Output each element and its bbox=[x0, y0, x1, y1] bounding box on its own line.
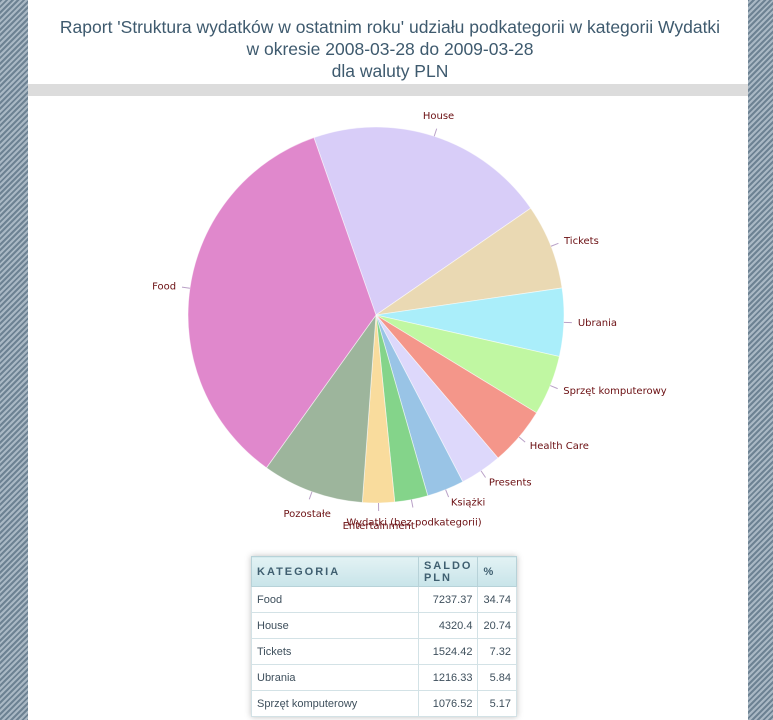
table-row: Tickets 1524.42 7.32 bbox=[251, 638, 517, 665]
header-category: KATEGORIA bbox=[251, 556, 419, 587]
header-saldo: SALDO PLN bbox=[417, 556, 479, 587]
cell-percent: 20.74 bbox=[477, 612, 517, 639]
cell-category: Ubrania bbox=[251, 664, 419, 691]
pie-chart: House Tickets Ubrania Sprzęt komputerowy Hea… bbox=[152, 111, 667, 532]
divider-bar bbox=[28, 84, 748, 96]
summary-table: KATEGORIA SALDO PLN % Food 7237.37 34.74… bbox=[251, 556, 517, 717]
report-title: Raport 'Struktura wydatków w ostatnim ro… bbox=[28, 16, 748, 82]
cell-saldo: 1076.52 bbox=[417, 690, 479, 717]
pie-slice-house bbox=[313, 126, 532, 316]
cell-saldo: 1524.42 bbox=[417, 638, 479, 665]
label-leader-health-care bbox=[518, 436, 526, 443]
table-header-row: KATEGORIA SALDO PLN % bbox=[251, 556, 517, 587]
label-leader-pozosta-e bbox=[308, 491, 313, 500]
table-row: Ubrania 1216.33 5.84 bbox=[251, 664, 517, 691]
pie-label-house: House bbox=[423, 111, 454, 122]
label-leader-ksiazki bbox=[445, 489, 450, 498]
table-row: Food 7237.37 34.74 bbox=[251, 586, 517, 613]
report-panel: Raport 'Struktura wydatków w ostatnim ro… bbox=[28, 0, 748, 720]
cell-category: Tickets bbox=[251, 638, 419, 665]
cell-percent: 7.32 bbox=[477, 638, 517, 665]
pie-slice-food bbox=[187, 137, 377, 469]
pie-label-ksiazki: Książki bbox=[451, 498, 486, 509]
title-line-1: Raport 'Struktura wydatków w ostatnim ro… bbox=[59, 17, 721, 37]
label-leader-tickets bbox=[550, 242, 559, 247]
pie-label-sprzet-komputerowy: Sprzęt komputerowy bbox=[563, 386, 667, 397]
pie-label-health-care: Health Care bbox=[530, 441, 589, 452]
header-percent: % bbox=[477, 556, 517, 587]
label-leader-sprzet-komputerowy bbox=[550, 385, 558, 390]
label-leader-food bbox=[181, 286, 190, 289]
pie-label-entertainment: Entertainment bbox=[343, 521, 415, 532]
title-line-2: w okresie 2008-03-28 do 2009-03-28 bbox=[246, 39, 534, 59]
pie-label-wydatki-bez-podkategorii: Wydatki (bez podkategorii) bbox=[346, 517, 481, 528]
table-row: House 4320.4 20.74 bbox=[251, 612, 517, 639]
pie-label-ubrania: Ubrania bbox=[578, 318, 617, 329]
cell-percent: 34.74 bbox=[477, 586, 517, 613]
cell-saldo: 7237.37 bbox=[417, 586, 479, 613]
title-line-3: dla waluty PLN bbox=[331, 61, 449, 81]
cell-saldo: 1216.33 bbox=[417, 664, 479, 691]
label-leader-house bbox=[433, 128, 438, 137]
cell-percent: 5.84 bbox=[477, 664, 517, 691]
label-leader-wydatki-bez-podkategorii bbox=[410, 499, 414, 508]
label-leader-presents bbox=[480, 470, 486, 478]
cell-category: Food bbox=[251, 586, 419, 613]
cell-saldo: 4320.4 bbox=[417, 612, 479, 639]
cell-percent: 5.17 bbox=[477, 690, 517, 717]
pie-label-food: Food bbox=[152, 281, 176, 292]
cell-category: Sprzęt komputerowy bbox=[251, 690, 419, 717]
cell-category: House bbox=[251, 612, 419, 639]
pie-label-tickets: Tickets bbox=[563, 236, 599, 247]
table-row: Sprzęt komputerowy 1076.52 5.17 bbox=[251, 690, 517, 717]
pie-label-pozosta-e: Pozostałe bbox=[283, 509, 330, 520]
pie-label-presents: Presents bbox=[489, 478, 532, 489]
